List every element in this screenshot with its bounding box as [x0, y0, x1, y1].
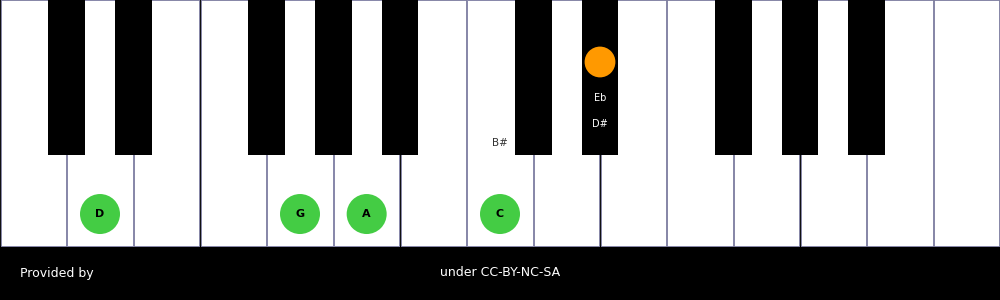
Text: A: A: [362, 209, 371, 219]
Bar: [401, 0, 466, 245]
Bar: [248, 0, 285, 155]
Circle shape: [585, 46, 615, 77]
Bar: [934, 0, 999, 245]
Circle shape: [80, 194, 120, 234]
Bar: [0, 246, 1000, 300]
Text: B#: B#: [492, 138, 508, 148]
Bar: [334, 0, 399, 245]
Text: D: D: [95, 209, 105, 219]
Bar: [67, 0, 133, 245]
Bar: [715, 0, 752, 155]
Bar: [467, 0, 533, 245]
Bar: [534, 0, 599, 245]
Circle shape: [347, 194, 387, 234]
Bar: [382, 0, 418, 155]
Bar: [134, 0, 199, 245]
Text: C: C: [496, 209, 504, 219]
Bar: [667, 0, 733, 245]
Bar: [1, 0, 66, 245]
Text: Provided by: Provided by: [20, 266, 94, 280]
Bar: [801, 0, 866, 245]
Bar: [48, 0, 85, 155]
Bar: [0, 0, 1000, 246]
Bar: [867, 0, 933, 245]
Bar: [67, 0, 133, 245]
Bar: [201, 0, 266, 245]
Bar: [467, 0, 533, 245]
Bar: [582, 0, 618, 155]
Bar: [601, 0, 666, 245]
Bar: [115, 0, 152, 155]
Bar: [315, 0, 352, 155]
Bar: [734, 0, 799, 245]
Bar: [582, 0, 618, 155]
Bar: [782, 0, 818, 155]
Circle shape: [480, 194, 520, 234]
Bar: [267, 0, 333, 245]
Circle shape: [280, 194, 320, 234]
Text: under CC-BY-NC-SA: under CC-BY-NC-SA: [440, 266, 560, 280]
Bar: [334, 0, 399, 245]
Bar: [848, 0, 885, 155]
Text: G: G: [295, 209, 305, 219]
Bar: [515, 0, 552, 155]
Text: D#: D#: [592, 119, 608, 129]
Bar: [267, 0, 333, 245]
Text: Eb: Eb: [594, 93, 606, 103]
